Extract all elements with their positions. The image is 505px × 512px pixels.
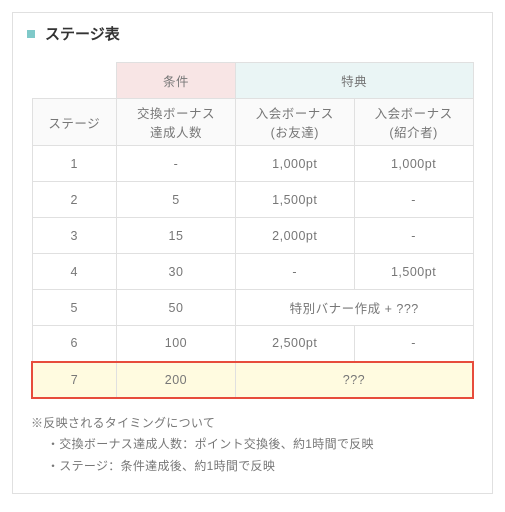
cell-stage: 7 bbox=[32, 362, 117, 398]
cell-merged: 特別バナー作成 + ??? bbox=[235, 290, 473, 326]
table-row: 3 15 2,000pt - bbox=[32, 218, 473, 254]
table-row: 5 50 特別バナー作成 + ??? bbox=[32, 290, 473, 326]
cell-friend: 1,500pt bbox=[235, 182, 354, 218]
panel-body: 条件 特典 ステージ 交換ボーナス 達成人数 入会ボーナス (お友達) 入会ボー… bbox=[13, 54, 492, 493]
panel-title: ステージ表 bbox=[45, 23, 120, 44]
header-perk-referrer: 入会ボーナス (紹介者) bbox=[354, 99, 473, 146]
bullet-icon bbox=[27, 30, 35, 38]
cell-stage: 6 bbox=[32, 326, 117, 362]
cell-friend: 1,000pt bbox=[235, 146, 354, 182]
header-condition-sub: 交換ボーナス 達成人数 bbox=[117, 99, 236, 146]
cell-merged: ??? bbox=[235, 362, 473, 398]
header-perk-group: 特典 bbox=[235, 63, 473, 99]
cell-stage: 2 bbox=[32, 182, 117, 218]
notes-line: ・交換ボーナス達成人数：ポイント交換後、約1時間で反映 bbox=[31, 434, 474, 456]
cell-cond: 100 bbox=[117, 326, 236, 362]
cell-cond: 5 bbox=[117, 182, 236, 218]
cell-stage: 1 bbox=[32, 146, 117, 182]
cell-friend: - bbox=[235, 254, 354, 290]
table-row: 4 30 - 1,500pt bbox=[32, 254, 473, 290]
notes: ※反映されるタイミングについて ・交換ボーナス達成人数：ポイント交換後、約1時間… bbox=[31, 413, 474, 478]
cell-ref: - bbox=[354, 182, 473, 218]
notes-line: ・ステージ：条件達成後、約1時間で反映 bbox=[31, 456, 474, 478]
panel-header: ステージ表 bbox=[13, 13, 492, 54]
cell-friend: 2,000pt bbox=[235, 218, 354, 254]
cell-ref: - bbox=[354, 326, 473, 362]
corner-cell bbox=[32, 63, 117, 99]
cell-stage: 3 bbox=[32, 218, 117, 254]
cell-stage: 5 bbox=[32, 290, 117, 326]
cell-cond: 200 bbox=[117, 362, 236, 398]
cell-friend: 2,500pt bbox=[235, 326, 354, 362]
cell-cond: 15 bbox=[117, 218, 236, 254]
table-row: 2 5 1,500pt - bbox=[32, 182, 473, 218]
cell-ref: - bbox=[354, 218, 473, 254]
stage-panel: ステージ表 条件 特典 ステージ 交換ボーナス 達成人数 入会ボーナス (お友達… bbox=[12, 12, 493, 494]
cell-ref: 1,500pt bbox=[354, 254, 473, 290]
stage-table: 条件 特典 ステージ 交換ボーナス 達成人数 入会ボーナス (お友達) 入会ボー… bbox=[31, 62, 474, 399]
cell-cond: 30 bbox=[117, 254, 236, 290]
table-row-highlight: 7 200 ??? bbox=[32, 362, 473, 398]
table-row: 1 - 1,000pt 1,000pt bbox=[32, 146, 473, 182]
cell-cond: 50 bbox=[117, 290, 236, 326]
cell-ref: 1,000pt bbox=[354, 146, 473, 182]
notes-heading: ※反映されるタイミングについて bbox=[31, 413, 474, 435]
stage-table-body: 1 - 1,000pt 1,000pt 2 5 1,500pt - 3 15 2… bbox=[32, 146, 473, 398]
cell-cond: - bbox=[117, 146, 236, 182]
header-stage: ステージ bbox=[32, 99, 117, 146]
header-condition-group: 条件 bbox=[117, 63, 236, 99]
header-perk-friend: 入会ボーナス (お友達) bbox=[235, 99, 354, 146]
table-row: 6 100 2,500pt - bbox=[32, 326, 473, 362]
cell-stage: 4 bbox=[32, 254, 117, 290]
